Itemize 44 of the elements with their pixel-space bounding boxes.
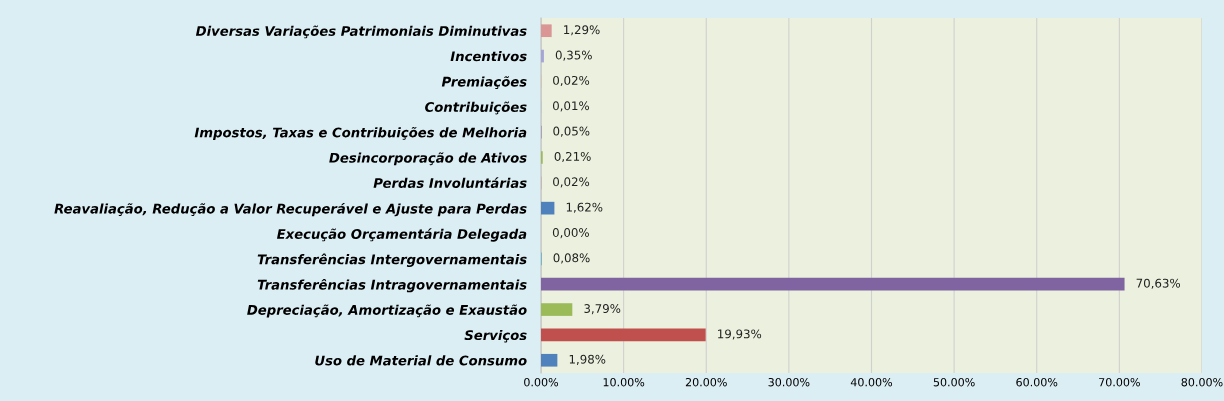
x-tick-label: 50.00% bbox=[933, 377, 975, 387]
bar bbox=[541, 353, 558, 367]
data-label: 1,29% bbox=[564, 25, 600, 36]
y-tick-label: Serviços bbox=[464, 329, 527, 343]
bar bbox=[541, 201, 555, 215]
data-label: 70,63% bbox=[1136, 278, 1181, 289]
y-tick-label: Depreciação, Amortização e Exaustão bbox=[247, 304, 527, 318]
x-tick-label: 0.00% bbox=[524, 377, 559, 387]
x-tick-label: 20.00% bbox=[685, 377, 727, 387]
data-label: 19,93% bbox=[718, 329, 762, 340]
y-tick-label: Contribuições bbox=[425, 101, 527, 115]
data-label: 0,21% bbox=[554, 151, 591, 163]
data-label: 0,35% bbox=[555, 50, 592, 61]
y-tick-label: Transferências Intragovernamentais bbox=[257, 278, 527, 293]
x-tick-label: 10.00% bbox=[603, 377, 645, 387]
y-tick-label: Reavaliação, Redução a Valor Recuperável e Ajuste para Perdas bbox=[54, 202, 527, 217]
bar bbox=[541, 49, 544, 63]
x-tick-label: 70.00% bbox=[1099, 377, 1140, 387]
x-tick-label: 80.00% bbox=[1181, 377, 1223, 387]
data-label: 0,00% bbox=[552, 228, 589, 239]
bar bbox=[541, 24, 552, 38]
data-label: 0,02% bbox=[553, 177, 590, 188]
data-label: 3,79% bbox=[584, 304, 621, 315]
y-tick-label: Impostos, Taxas e Contribuições de Melhoria bbox=[194, 126, 527, 140]
y-tick-label: Desincorporação de Ativos bbox=[329, 152, 527, 166]
bar bbox=[541, 328, 706, 342]
x-tick-label: 60.00% bbox=[1016, 377, 1058, 387]
data-label: 0,02% bbox=[553, 75, 590, 87]
bar bbox=[541, 277, 1125, 291]
x-tick-label: 30.00% bbox=[768, 377, 810, 387]
data-label: 1,62% bbox=[566, 202, 603, 213]
bar bbox=[541, 303, 573, 316]
y-tick-label: Uso de Material de Consumo bbox=[315, 355, 527, 366]
x-tick-label: 40.00% bbox=[850, 377, 893, 387]
data-label: 1,98% bbox=[569, 354, 606, 365]
data-label: 0,08% bbox=[553, 253, 590, 264]
y-tick-label: Incentivos bbox=[450, 51, 527, 62]
y-tick-label: Execução Orçamentária Delegada bbox=[276, 228, 527, 242]
y-tick-label: Premiações bbox=[441, 76, 527, 90]
data-label: 0,05% bbox=[553, 126, 590, 137]
data-label: 0,01% bbox=[552, 101, 590, 112]
y-tick-label: Transferências Intergovernamentais bbox=[257, 253, 527, 267]
y-tick-label: Diversas Variações Patrimoniais Diminutivas bbox=[195, 25, 527, 39]
y-tick-label: Perdas Involuntárias bbox=[373, 177, 527, 189]
